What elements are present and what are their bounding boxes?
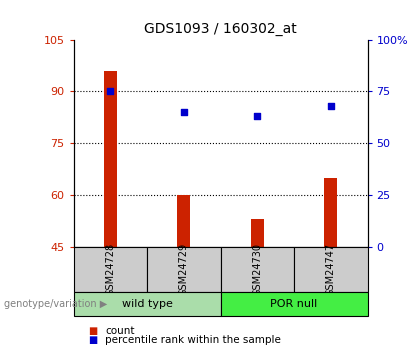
Bar — [74, 247, 147, 292]
Text: wild type: wild type — [121, 299, 173, 308]
Title: GDS1093 / 160302_at: GDS1093 / 160302_at — [144, 22, 297, 36]
Text: percentile rank within the sample: percentile rank within the sample — [105, 335, 281, 345]
Point — [328, 103, 334, 109]
Text: GSM24729: GSM24729 — [179, 243, 189, 296]
Point — [181, 109, 187, 115]
Bar — [177, 195, 190, 247]
Text: count: count — [105, 326, 134, 336]
Text: ■: ■ — [88, 335, 97, 345]
Bar — [220, 292, 368, 316]
Text: ■: ■ — [88, 326, 97, 336]
Bar — [147, 247, 220, 292]
Bar — [251, 219, 264, 247]
Bar — [74, 292, 220, 316]
Text: GSM24728: GSM24728 — [105, 243, 115, 296]
Text: genotype/variation ▶: genotype/variation ▶ — [4, 299, 108, 308]
Text: GSM24730: GSM24730 — [252, 243, 262, 296]
Text: POR null: POR null — [270, 299, 318, 308]
Bar — [294, 247, 368, 292]
Point — [254, 114, 260, 119]
Point — [107, 89, 113, 94]
Bar — [324, 178, 337, 247]
Bar — [220, 247, 294, 292]
Text: GSM24747: GSM24747 — [326, 243, 336, 296]
Bar — [104, 71, 117, 247]
